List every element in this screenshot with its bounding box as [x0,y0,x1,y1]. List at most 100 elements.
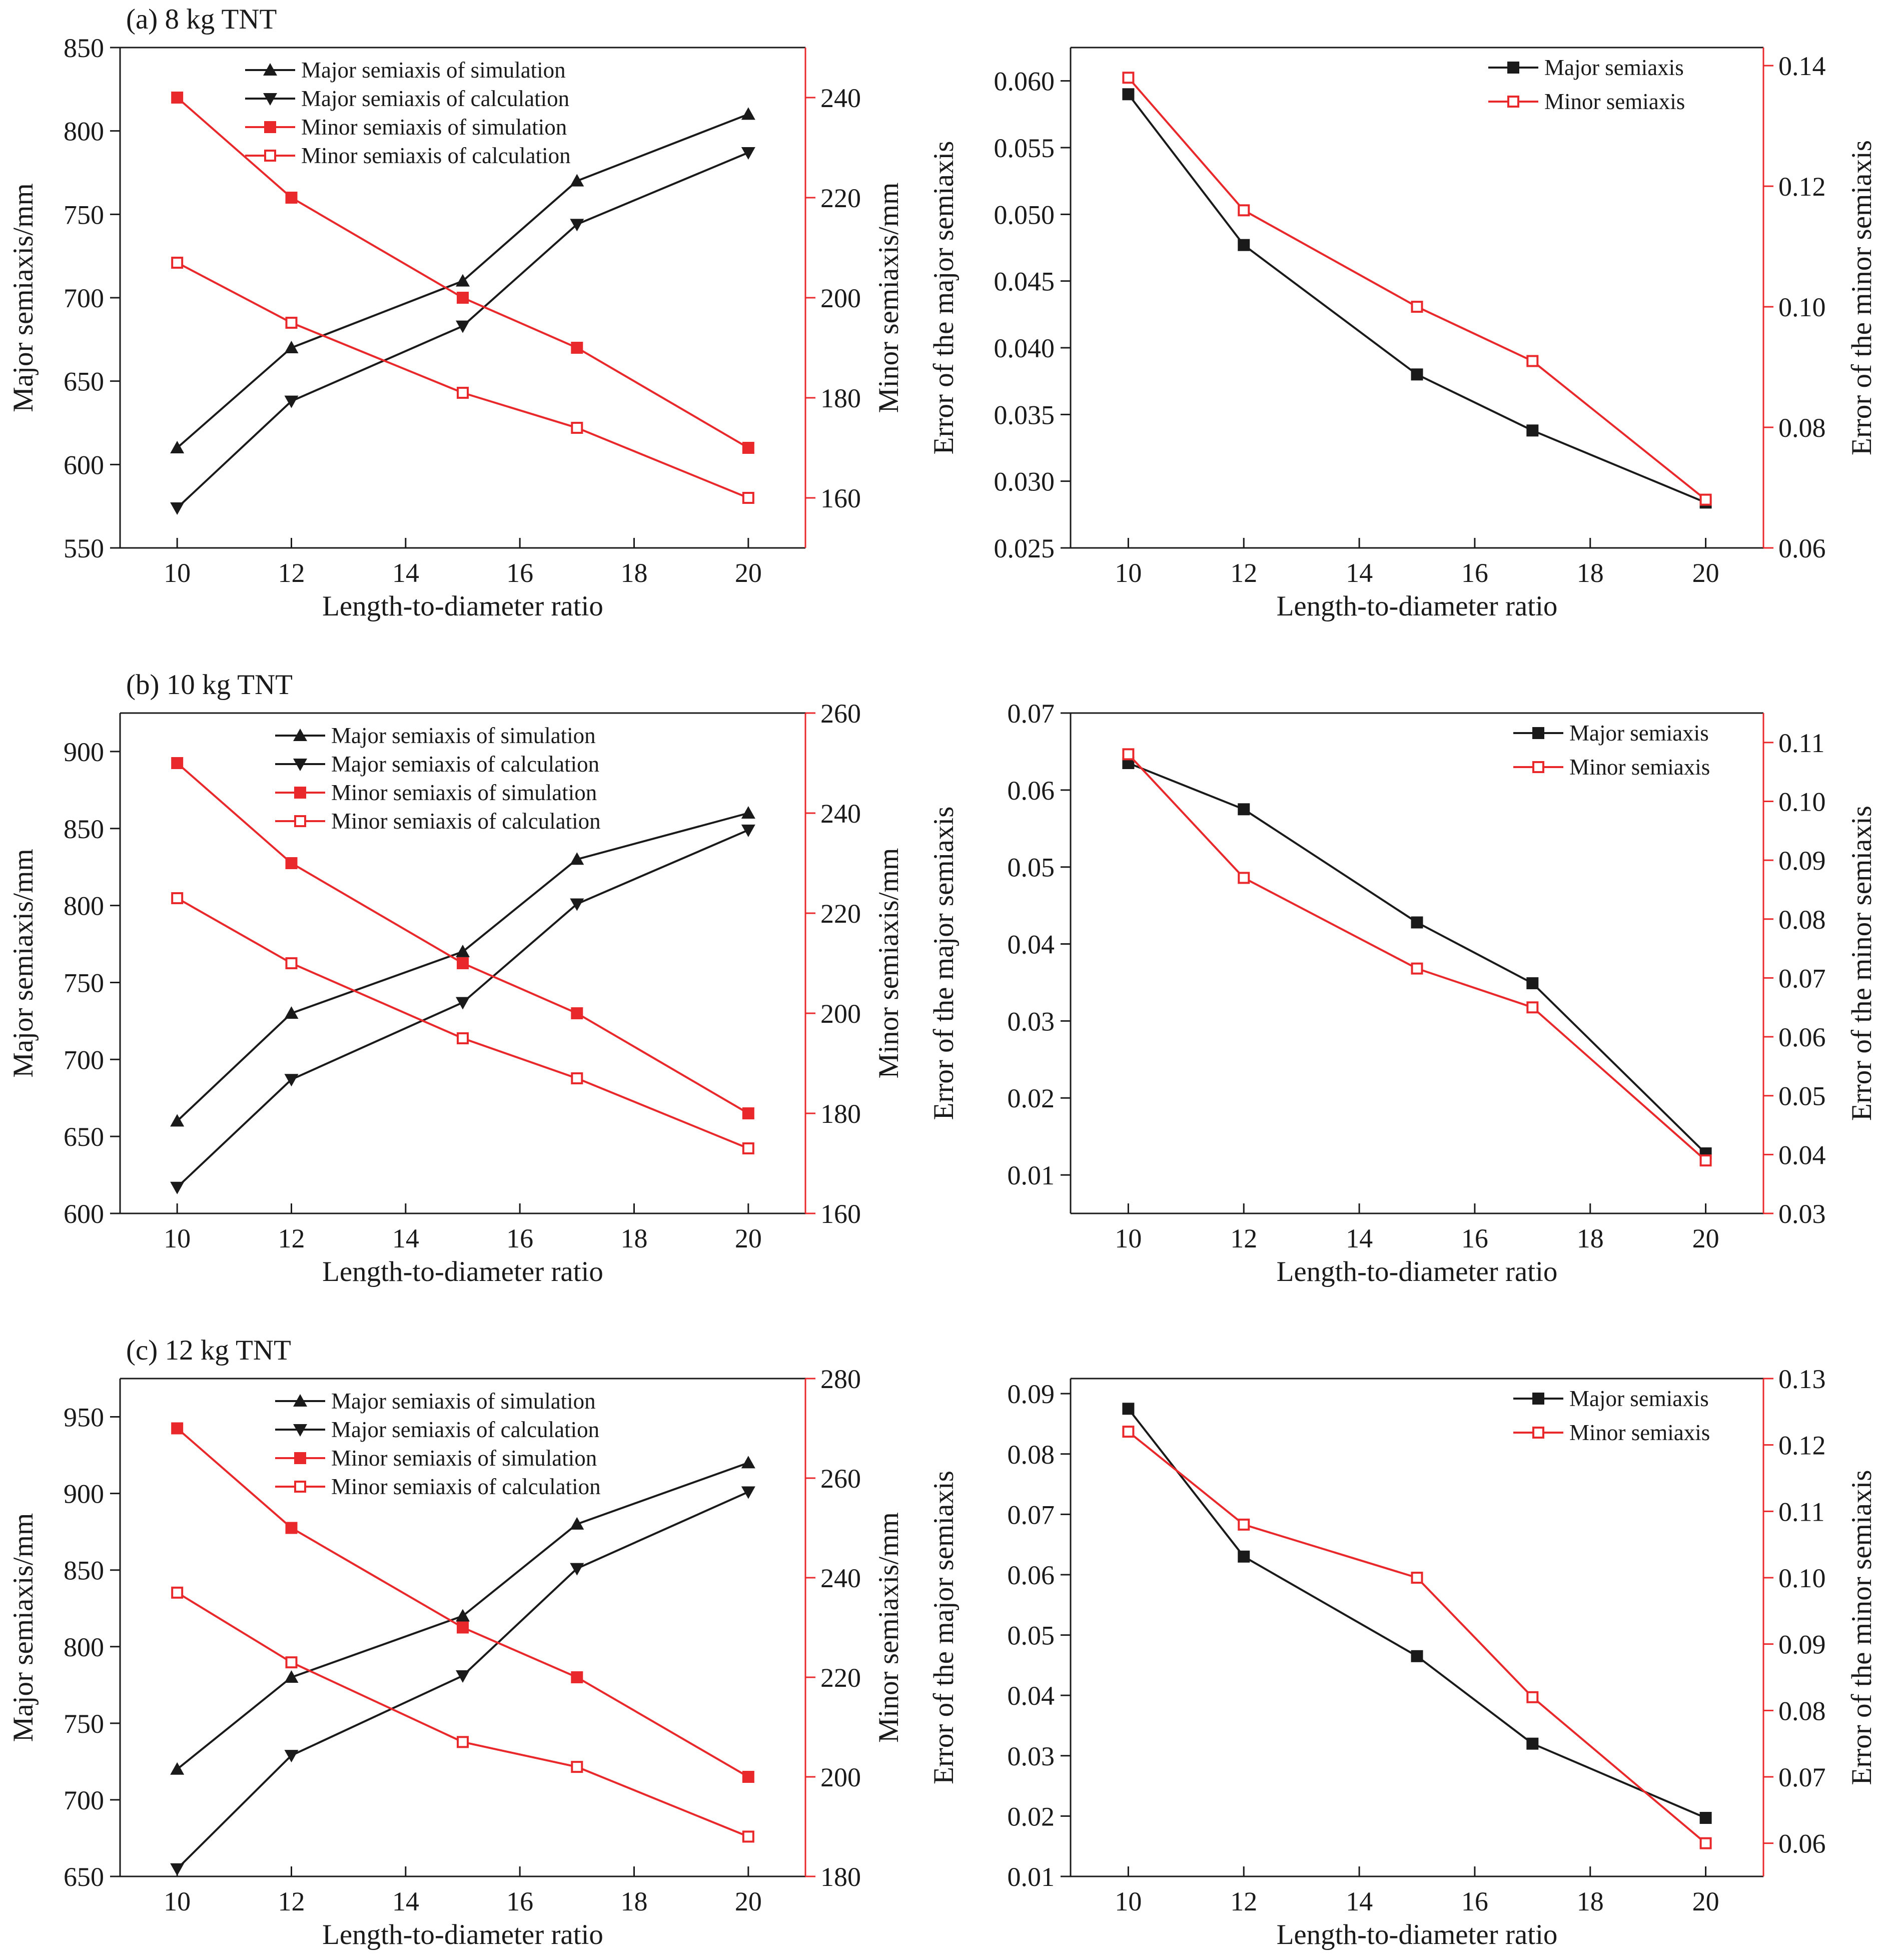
data-point [742,1830,754,1843]
data-point [284,1670,299,1683]
legend-item: Major semiaxis of simulation [275,723,596,748]
legend-label: Major semiaxis of simulation [301,58,566,83]
data-point [285,1656,298,1669]
series-3 [171,1422,754,1783]
y-axis-title-left: Major semiaxis/mm [8,1513,39,1742]
y-tick-label-right: 0.12 [1778,172,1826,202]
legend-marker [294,1481,306,1493]
x-tick-label: 16 [1461,1886,1488,1916]
series-4 [171,892,754,1154]
y-tick-label-left: 0.06 [1008,776,1055,806]
x-tick-label: 14 [392,558,419,588]
y-tick-label-right: 0.08 [1778,413,1826,443]
data-point [170,441,185,453]
data-point [1526,1737,1539,1750]
y-tick-label-right: 240 [820,83,861,113]
y-tick-label-right: 0.12 [1778,1431,1826,1461]
data-point [570,898,584,911]
series-1 [170,1456,755,1775]
series-2 [1122,1426,1712,1849]
legend-marker [1532,1427,1544,1439]
series-2 [1122,72,1712,506]
y-tick-label-right: 240 [820,799,861,829]
y-tick-label-right: 0.13 [1778,1364,1826,1394]
x-tick-label: 18 [1577,1223,1604,1253]
data-point [457,1032,469,1044]
data-point [170,1114,185,1127]
y-tick-label-left: 0.02 [1008,1083,1055,1113]
y-tick-label-left: 550 [64,533,104,563]
y-tick-label-right: 180 [820,383,861,413]
chart-panel-5: (c) 12 kg TNT 10 12 14 16 18 20 650 700 750 800 850… [8,1335,904,1950]
y-tick-label-right: 200 [820,283,861,313]
y-tick-label-right: 160 [820,483,861,513]
y-axis-title-right: Minor semiaxis/mm [873,183,904,413]
legend: Major semiaxis of simulation Major semiax… [245,58,571,168]
data-point [1122,1426,1135,1438]
chart-panel-3: (b) 10 kg TNT 10 12 14 16 18 20 600 650 700 750 800… [8,669,904,1287]
data-point [457,387,469,399]
legend: Major semiaxis Minor semiaxis [1513,1386,1710,1445]
y-tick-label-right: 0.06 [1778,533,1826,563]
y-tick-label-left: 750 [64,1709,104,1739]
x-tick-label: 14 [1346,1886,1373,1916]
data-point [570,1517,584,1530]
data-point [284,1074,299,1087]
data-point [285,857,298,869]
y-tick-label-right: 0.04 [1778,1140,1826,1170]
legend-label: Minor semiaxis [1544,89,1685,114]
panel-label: (b) 10 kg TNT [126,669,293,701]
data-point [1411,1650,1423,1662]
data-point [170,1863,185,1876]
x-tick-label: 16 [506,558,533,588]
series-3 [171,92,754,454]
legend: Major semiaxis of simulation Major semiax… [275,723,601,834]
data-point [456,274,470,287]
y-tick-label-right: 0.08 [1778,1696,1826,1726]
y-axis-title-left: Error of the major semiaxis [928,141,960,455]
y-tick-label-left: 950 [64,1403,104,1433]
data-point [284,395,299,408]
x-tick-label: 20 [735,1223,762,1253]
data-point [457,292,469,304]
y-tick-label-left: 0.07 [1008,1500,1055,1530]
y-tick-label-right: 200 [820,999,861,1029]
x-tick-label: 16 [506,1886,533,1916]
legend-label: Minor semiaxis of simulation [331,780,597,805]
y-axis-title-left: Major semiaxis/mm [8,183,39,412]
x-tick-label: 12 [1230,1886,1257,1916]
y-tick-label-left: 700 [64,1045,104,1075]
y-tick-label-left: 900 [64,737,104,767]
data-point [1238,1518,1250,1531]
data-point [1238,204,1250,217]
y-tick-label-left: 0.02 [1008,1801,1055,1831]
y-axis-title-left: Error of the major semiaxis [928,1471,960,1784]
series-1 [170,107,755,453]
y-tick-label-right: 0.09 [1778,846,1826,876]
y-tick-label-left: 0.09 [1008,1379,1055,1409]
y-axis-title-left: Error of the major semiaxis [928,807,960,1120]
data-point [741,147,755,160]
data-point [1699,1812,1712,1824]
legend-label: Minor semiaxis of calculation [301,143,571,168]
x-tick-label: 10 [1115,1223,1142,1253]
y-tick-label-right: 0.09 [1778,1630,1826,1660]
series-line [1127,753,1706,1161]
x-tick-label: 10 [164,558,191,588]
data-point [1526,355,1539,367]
chart-panel-4: 10 12 14 16 18 20 0.01 0.02 0.03 0.04 0.05 0.06 0.07… [928,699,1877,1287]
data-point [1526,1691,1539,1703]
data-point [1238,239,1250,251]
data-point [1411,1572,1423,1584]
y-tick-label-right: 0.10 [1778,787,1826,817]
legend-item: Minor semiaxis of calculation [275,809,601,834]
y-tick-label-left: 0.050 [994,200,1055,230]
legend-item: Major semiaxis of calculation [275,1417,599,1442]
legend-marker [294,787,306,799]
y-tick-label-left: 0.07 [1008,699,1055,729]
y-tick-label-right: 240 [820,1563,861,1593]
data-point [171,892,184,904]
y-tick-label-left: 0.04 [1008,1681,1055,1711]
y-tick-label-right: 180 [820,1862,861,1892]
data-point [1238,1550,1250,1563]
